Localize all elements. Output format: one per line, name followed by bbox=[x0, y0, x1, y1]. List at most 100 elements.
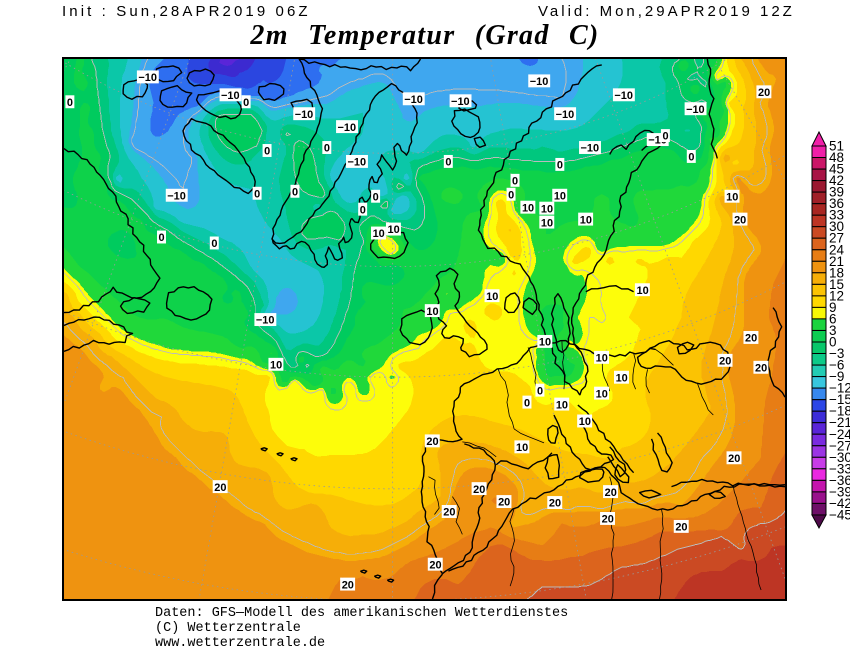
svg-text:20: 20 bbox=[605, 487, 617, 499]
svg-text:0: 0 bbox=[557, 160, 563, 172]
svg-text:33: 33 bbox=[829, 208, 844, 223]
svg-text:6: 6 bbox=[829, 311, 837, 326]
svg-text:0: 0 bbox=[67, 97, 73, 109]
svg-text:0: 0 bbox=[211, 238, 217, 250]
svg-text:0: 0 bbox=[524, 397, 530, 409]
svg-text:−36: −36 bbox=[829, 473, 850, 488]
svg-text:−10: −10 bbox=[614, 90, 633, 102]
svg-text:20: 20 bbox=[473, 484, 485, 496]
svg-text:10: 10 bbox=[637, 285, 649, 297]
svg-text:−10: −10 bbox=[556, 109, 575, 121]
svg-text:−45: −45 bbox=[829, 508, 850, 523]
svg-text:36: 36 bbox=[829, 196, 844, 211]
svg-text:20: 20 bbox=[734, 214, 746, 226]
svg-text:0: 0 bbox=[292, 186, 298, 198]
svg-text:0: 0 bbox=[512, 176, 518, 188]
svg-text:18: 18 bbox=[829, 265, 844, 280]
svg-text:−6: −6 bbox=[829, 358, 844, 373]
svg-text:−10: −10 bbox=[530, 76, 549, 88]
svg-text:45: 45 bbox=[829, 162, 844, 177]
svg-text:10: 10 bbox=[541, 217, 553, 229]
svg-text:30: 30 bbox=[829, 219, 844, 234]
svg-text:−21: −21 bbox=[829, 415, 850, 430]
svg-text:20: 20 bbox=[443, 507, 455, 519]
svg-text:0: 0 bbox=[445, 157, 451, 169]
svg-text:10: 10 bbox=[554, 190, 566, 202]
svg-text:−10: −10 bbox=[404, 94, 423, 106]
svg-text:0: 0 bbox=[264, 146, 270, 158]
svg-text:−15: −15 bbox=[829, 392, 850, 407]
svg-text:10: 10 bbox=[726, 191, 738, 203]
svg-text:20: 20 bbox=[745, 333, 757, 345]
svg-text:12: 12 bbox=[829, 288, 844, 303]
svg-text:0: 0 bbox=[688, 152, 694, 164]
svg-text:10: 10 bbox=[486, 291, 498, 303]
svg-text:48: 48 bbox=[829, 150, 844, 165]
svg-text:10: 10 bbox=[539, 337, 551, 349]
svg-text:21: 21 bbox=[829, 254, 844, 269]
svg-text:−10: −10 bbox=[451, 96, 470, 108]
svg-text:10: 10 bbox=[596, 353, 608, 365]
svg-text:0: 0 bbox=[159, 232, 165, 244]
svg-text:0: 0 bbox=[324, 143, 330, 155]
svg-text:−9: −9 bbox=[829, 369, 844, 384]
svg-text:51: 51 bbox=[829, 139, 844, 154]
svg-text:20: 20 bbox=[602, 514, 614, 526]
svg-text:0: 0 bbox=[508, 189, 514, 201]
svg-text:−10: −10 bbox=[686, 104, 705, 116]
svg-text:−12: −12 bbox=[829, 381, 850, 396]
svg-text:−10: −10 bbox=[138, 72, 157, 84]
svg-text:−10: −10 bbox=[256, 315, 275, 327]
svg-text:20: 20 bbox=[549, 498, 561, 510]
svg-text:20: 20 bbox=[498, 497, 510, 509]
svg-text:10: 10 bbox=[616, 372, 628, 384]
svg-text:27: 27 bbox=[829, 231, 844, 246]
svg-text:−30: −30 bbox=[829, 450, 850, 465]
svg-text:−24: −24 bbox=[829, 427, 850, 442]
svg-text:10: 10 bbox=[388, 224, 400, 236]
svg-text:24: 24 bbox=[829, 242, 845, 257]
svg-text:10: 10 bbox=[516, 442, 528, 454]
svg-text:0: 0 bbox=[254, 188, 260, 200]
svg-text:−10: −10 bbox=[338, 122, 357, 134]
svg-text:10: 10 bbox=[541, 203, 553, 215]
svg-text:10: 10 bbox=[522, 202, 534, 214]
svg-text:20: 20 bbox=[755, 362, 767, 374]
svg-text:20: 20 bbox=[214, 482, 226, 494]
svg-text:20: 20 bbox=[342, 579, 354, 591]
svg-text:0: 0 bbox=[243, 97, 249, 109]
svg-text:0: 0 bbox=[360, 204, 366, 216]
svg-text:−10: −10 bbox=[347, 157, 366, 169]
svg-text:10: 10 bbox=[579, 416, 591, 428]
svg-text:10: 10 bbox=[373, 228, 385, 240]
svg-text:−10: −10 bbox=[221, 90, 240, 102]
svg-text:0: 0 bbox=[537, 385, 543, 397]
svg-text:−10: −10 bbox=[167, 190, 186, 202]
svg-text:15: 15 bbox=[829, 277, 844, 292]
svg-text:−33: −33 bbox=[829, 461, 850, 476]
svg-text:−3: −3 bbox=[829, 346, 844, 361]
svg-text:42: 42 bbox=[829, 173, 844, 188]
svg-text:20: 20 bbox=[429, 559, 441, 571]
svg-text:0: 0 bbox=[829, 335, 837, 350]
svg-text:0: 0 bbox=[662, 131, 668, 143]
svg-text:−27: −27 bbox=[829, 438, 850, 453]
svg-text:20: 20 bbox=[426, 436, 438, 448]
svg-text:10: 10 bbox=[426, 306, 438, 318]
svg-text:−10: −10 bbox=[581, 143, 600, 155]
svg-text:10: 10 bbox=[556, 399, 568, 411]
svg-text:−18: −18 bbox=[829, 404, 850, 419]
svg-text:−10: −10 bbox=[648, 135, 667, 147]
svg-text:39: 39 bbox=[829, 185, 844, 200]
svg-text:0: 0 bbox=[373, 191, 379, 203]
svg-text:10: 10 bbox=[596, 388, 608, 400]
svg-text:20: 20 bbox=[719, 356, 731, 368]
svg-text:−10: −10 bbox=[295, 109, 314, 121]
svg-text:−42: −42 bbox=[829, 496, 850, 511]
svg-text:3: 3 bbox=[829, 323, 837, 338]
svg-text:9: 9 bbox=[829, 300, 837, 315]
svg-text:10: 10 bbox=[580, 214, 592, 226]
svg-text:20: 20 bbox=[675, 522, 687, 534]
svg-text:10: 10 bbox=[270, 359, 282, 371]
svg-text:20: 20 bbox=[758, 87, 770, 99]
